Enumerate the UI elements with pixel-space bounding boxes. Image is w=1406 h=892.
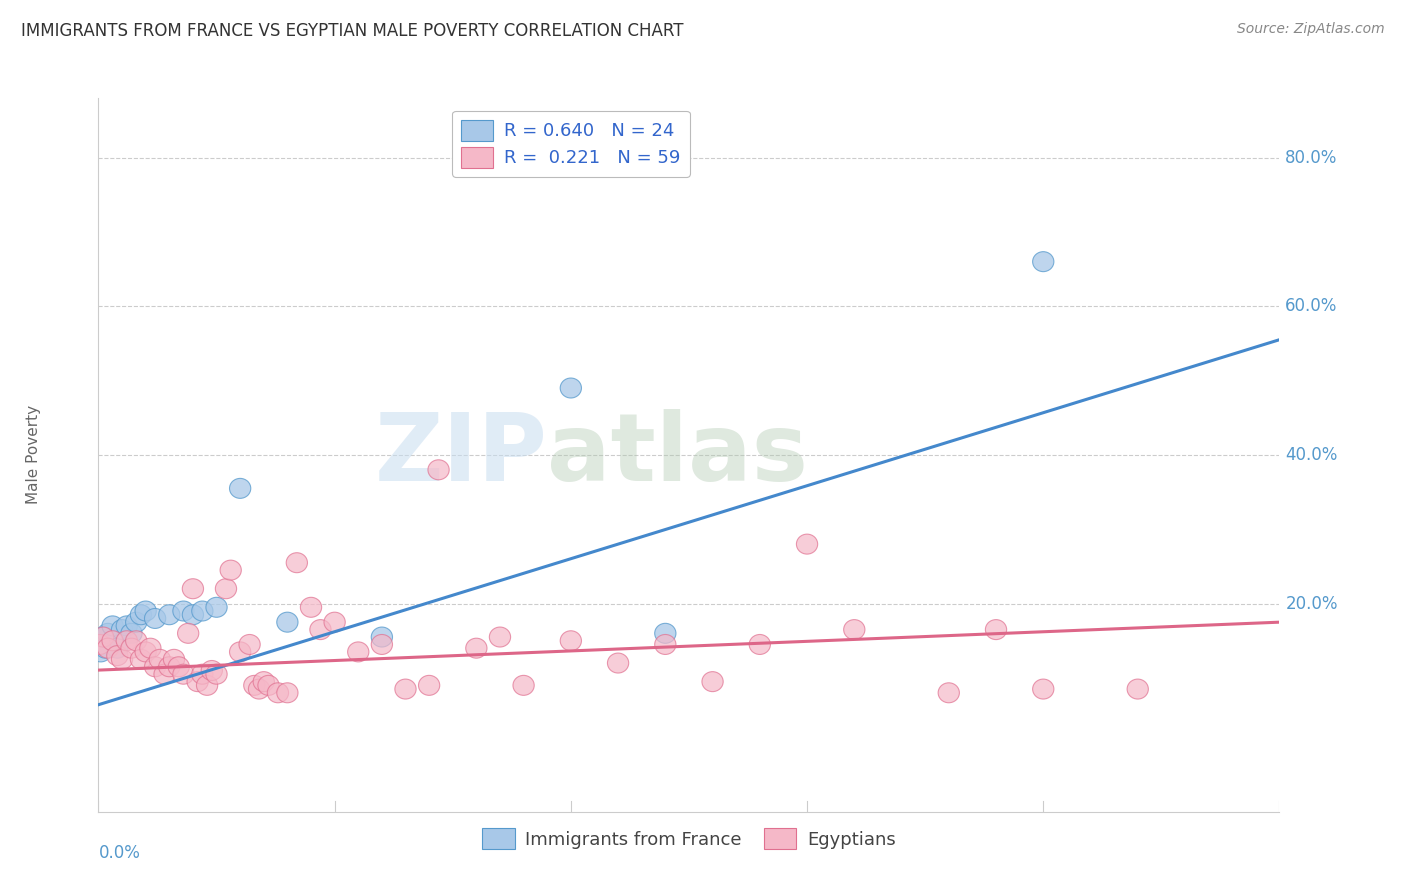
Ellipse shape — [159, 657, 180, 677]
Ellipse shape — [347, 642, 368, 662]
Ellipse shape — [257, 675, 280, 696]
Ellipse shape — [107, 646, 128, 665]
Text: IMMIGRANTS FROM FRANCE VS EGYPTIAN MALE POVERTY CORRELATION CHART: IMMIGRANTS FROM FRANCE VS EGYPTIAN MALE … — [21, 22, 683, 40]
Ellipse shape — [117, 631, 138, 651]
Ellipse shape — [117, 615, 138, 636]
Text: 0.0%: 0.0% — [98, 844, 141, 862]
Ellipse shape — [309, 620, 330, 640]
Ellipse shape — [229, 478, 250, 499]
Ellipse shape — [103, 631, 124, 651]
Ellipse shape — [277, 612, 298, 632]
Text: 80.0%: 80.0% — [1285, 149, 1337, 167]
Ellipse shape — [121, 624, 142, 643]
Ellipse shape — [655, 634, 676, 655]
Ellipse shape — [135, 601, 156, 621]
Ellipse shape — [111, 620, 132, 640]
Ellipse shape — [229, 642, 250, 662]
Text: 20.0%: 20.0% — [1285, 595, 1339, 613]
Ellipse shape — [197, 675, 218, 696]
Text: ZIP: ZIP — [374, 409, 547, 501]
Ellipse shape — [131, 649, 152, 669]
Text: 40.0%: 40.0% — [1285, 446, 1337, 464]
Ellipse shape — [153, 665, 176, 684]
Legend: Immigrants from France, Egyptians: Immigrants from France, Egyptians — [475, 821, 903, 856]
Ellipse shape — [97, 624, 118, 643]
Ellipse shape — [173, 601, 194, 621]
Ellipse shape — [93, 627, 114, 647]
Ellipse shape — [655, 624, 676, 643]
Ellipse shape — [163, 649, 184, 669]
Ellipse shape — [191, 601, 212, 621]
Ellipse shape — [249, 679, 270, 699]
Ellipse shape — [1128, 679, 1149, 699]
Ellipse shape — [94, 638, 117, 658]
Text: 60.0%: 60.0% — [1285, 297, 1337, 315]
Ellipse shape — [395, 679, 416, 699]
Ellipse shape — [427, 459, 449, 480]
Ellipse shape — [89, 634, 111, 655]
Ellipse shape — [371, 634, 392, 655]
Ellipse shape — [938, 682, 959, 703]
Ellipse shape — [131, 605, 152, 624]
Ellipse shape — [513, 675, 534, 696]
Ellipse shape — [986, 620, 1007, 640]
Ellipse shape — [253, 672, 274, 691]
Ellipse shape — [215, 579, 236, 599]
Ellipse shape — [191, 665, 212, 684]
Text: Male Poverty: Male Poverty — [25, 405, 41, 505]
Ellipse shape — [205, 598, 228, 617]
Text: atlas: atlas — [547, 409, 808, 501]
Ellipse shape — [607, 653, 628, 673]
Ellipse shape — [560, 631, 582, 651]
Ellipse shape — [159, 605, 180, 624]
Ellipse shape — [702, 672, 723, 691]
Ellipse shape — [111, 649, 132, 669]
Ellipse shape — [243, 675, 264, 696]
Ellipse shape — [201, 660, 222, 681]
Ellipse shape — [135, 642, 156, 662]
Ellipse shape — [301, 598, 322, 617]
Ellipse shape — [90, 642, 111, 662]
Ellipse shape — [221, 560, 242, 580]
Ellipse shape — [187, 672, 208, 691]
Ellipse shape — [93, 627, 114, 647]
Ellipse shape — [169, 657, 190, 677]
Ellipse shape — [121, 638, 142, 658]
Ellipse shape — [267, 682, 288, 703]
Ellipse shape — [489, 627, 510, 647]
Ellipse shape — [796, 534, 818, 554]
Ellipse shape — [139, 638, 162, 658]
Ellipse shape — [323, 612, 346, 632]
Ellipse shape — [419, 675, 440, 696]
Ellipse shape — [371, 627, 392, 647]
Ellipse shape — [205, 665, 228, 684]
Ellipse shape — [103, 615, 124, 636]
Ellipse shape — [560, 378, 582, 398]
Ellipse shape — [149, 649, 170, 669]
Ellipse shape — [749, 634, 770, 655]
Ellipse shape — [844, 620, 865, 640]
Ellipse shape — [177, 624, 198, 643]
Ellipse shape — [239, 634, 260, 655]
Ellipse shape — [465, 638, 486, 658]
Text: Source: ZipAtlas.com: Source: ZipAtlas.com — [1237, 22, 1385, 37]
Ellipse shape — [1032, 679, 1054, 699]
Ellipse shape — [183, 605, 204, 624]
Ellipse shape — [125, 631, 146, 651]
Ellipse shape — [287, 553, 308, 573]
Ellipse shape — [183, 579, 204, 599]
Ellipse shape — [173, 665, 194, 684]
Ellipse shape — [125, 612, 146, 632]
Ellipse shape — [97, 638, 118, 658]
Ellipse shape — [277, 682, 298, 703]
Ellipse shape — [145, 608, 166, 629]
Ellipse shape — [1032, 252, 1054, 272]
Ellipse shape — [107, 638, 128, 658]
Ellipse shape — [145, 657, 166, 677]
